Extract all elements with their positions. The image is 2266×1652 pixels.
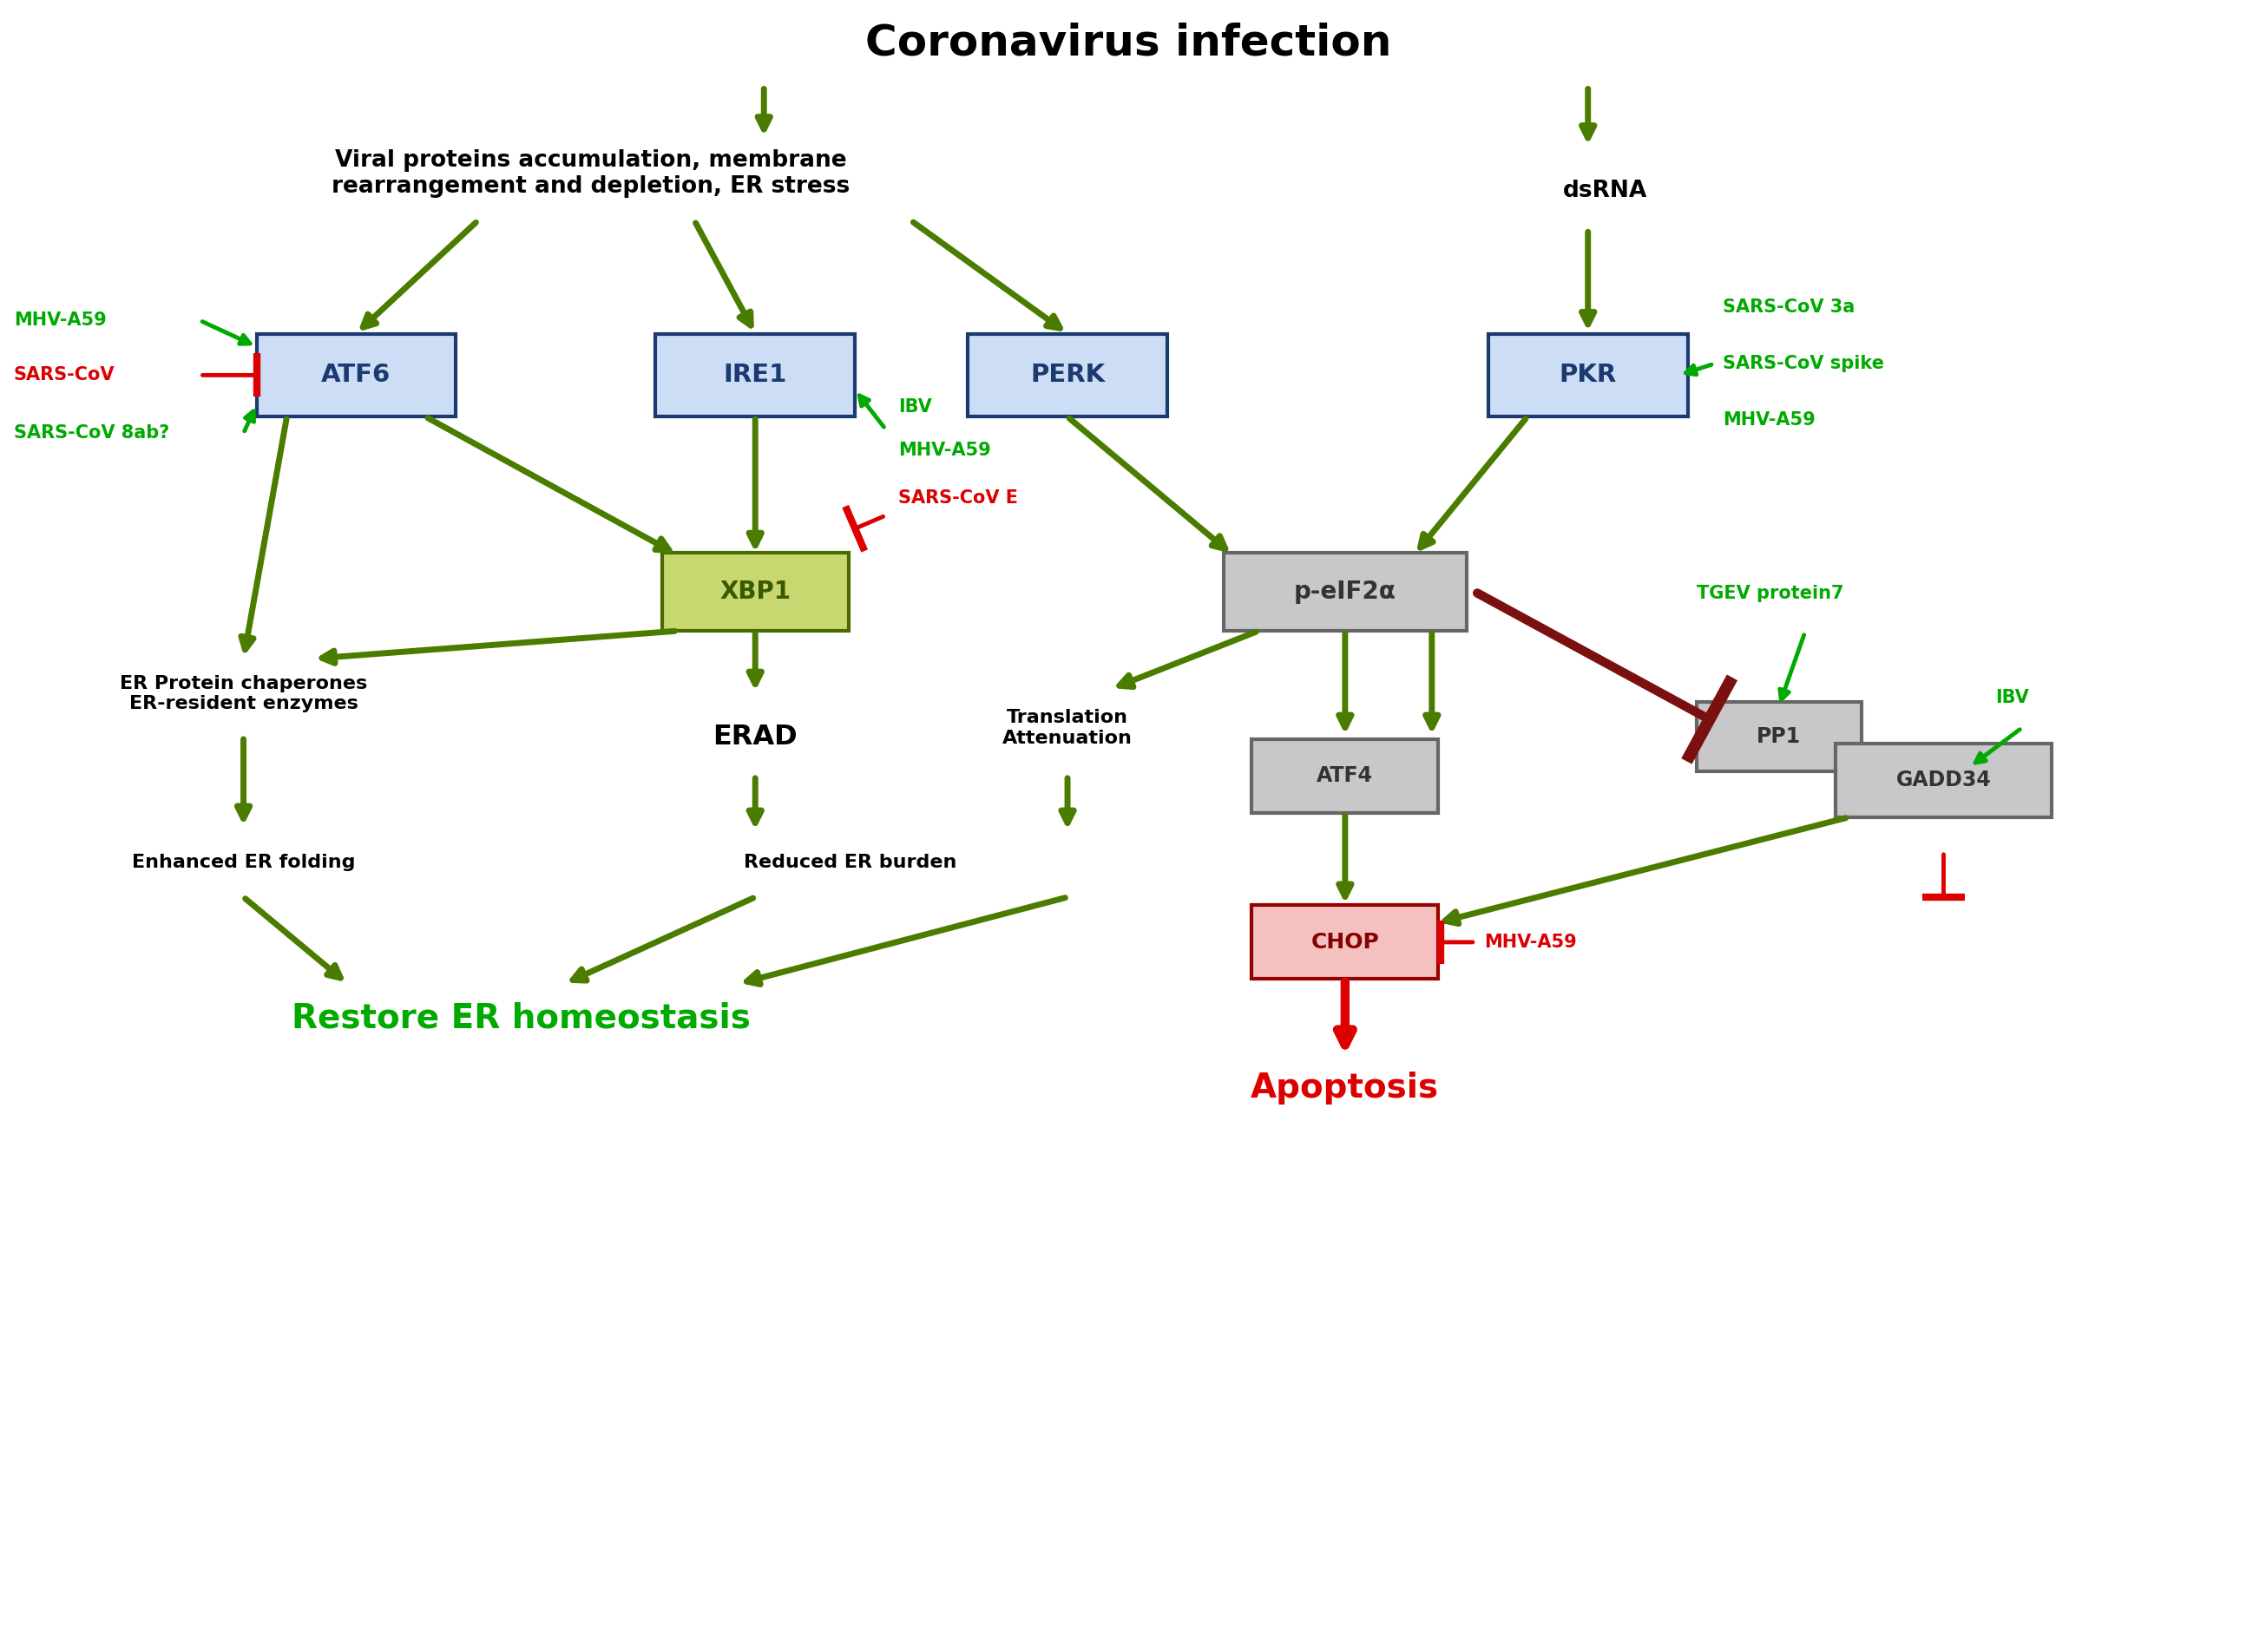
Text: MHV-A59: MHV-A59 <box>14 312 107 329</box>
FancyBboxPatch shape <box>1835 743 2053 816</box>
Text: p-eIF2α: p-eIF2α <box>1294 580 1396 605</box>
Text: XBP1: XBP1 <box>721 580 791 605</box>
Text: MHV-A59: MHV-A59 <box>897 441 990 459</box>
Text: IBV: IBV <box>897 398 931 416</box>
FancyBboxPatch shape <box>1251 738 1439 813</box>
Text: SARS-CoV: SARS-CoV <box>14 367 116 383</box>
Text: Translation
Attenuation: Translation Attenuation <box>1002 709 1133 747</box>
Text: SARS-CoV 3a: SARS-CoV 3a <box>1722 299 1854 316</box>
Text: Enhanced ER folding: Enhanced ER folding <box>131 854 356 871</box>
Text: IBV: IBV <box>1996 689 2030 707</box>
FancyBboxPatch shape <box>1251 905 1439 980</box>
Text: Coronavirus infection: Coronavirus infection <box>866 21 1391 64</box>
FancyBboxPatch shape <box>1224 553 1466 631</box>
Text: SARS-CoV 8ab?: SARS-CoV 8ab? <box>14 425 170 443</box>
Text: MHV-A59: MHV-A59 <box>1722 411 1815 430</box>
Text: Reduced ER burden: Reduced ER burden <box>743 854 956 871</box>
Text: Restore ER homeostasis: Restore ER homeostasis <box>292 1003 750 1034</box>
Text: IRE1: IRE1 <box>723 363 786 387</box>
FancyBboxPatch shape <box>968 334 1167 416</box>
Text: ERAD: ERAD <box>714 724 798 750</box>
Text: Viral proteins accumulation, membrane
rearrangement and depletion, ER stress: Viral proteins accumulation, membrane re… <box>331 149 850 198</box>
Text: SARS-CoV E: SARS-CoV E <box>897 489 1017 507</box>
Text: ATF4: ATF4 <box>1317 765 1373 786</box>
Text: PERK: PERK <box>1031 363 1106 387</box>
Text: PP1: PP1 <box>1756 727 1801 747</box>
Text: CHOP: CHOP <box>1312 932 1380 953</box>
FancyBboxPatch shape <box>256 334 455 416</box>
Text: SARS-CoV spike: SARS-CoV spike <box>1722 355 1883 373</box>
FancyBboxPatch shape <box>655 334 854 416</box>
FancyBboxPatch shape <box>1697 702 1860 771</box>
FancyBboxPatch shape <box>662 553 847 631</box>
Text: GADD34: GADD34 <box>1897 770 1992 790</box>
Text: ER Protein chaperones
ER-resident enzymes: ER Protein chaperones ER-resident enzyme… <box>120 674 367 712</box>
Text: PKR: PKR <box>1559 363 1616 387</box>
Text: ATF6: ATF6 <box>322 363 392 387</box>
Text: Apoptosis: Apoptosis <box>1251 1072 1439 1104</box>
Text: MHV-A59: MHV-A59 <box>1484 933 1577 952</box>
Text: dsRNA: dsRNA <box>1564 178 1647 202</box>
FancyBboxPatch shape <box>1489 334 1688 416</box>
Text: TGEV protein7: TGEV protein7 <box>1697 585 1845 603</box>
